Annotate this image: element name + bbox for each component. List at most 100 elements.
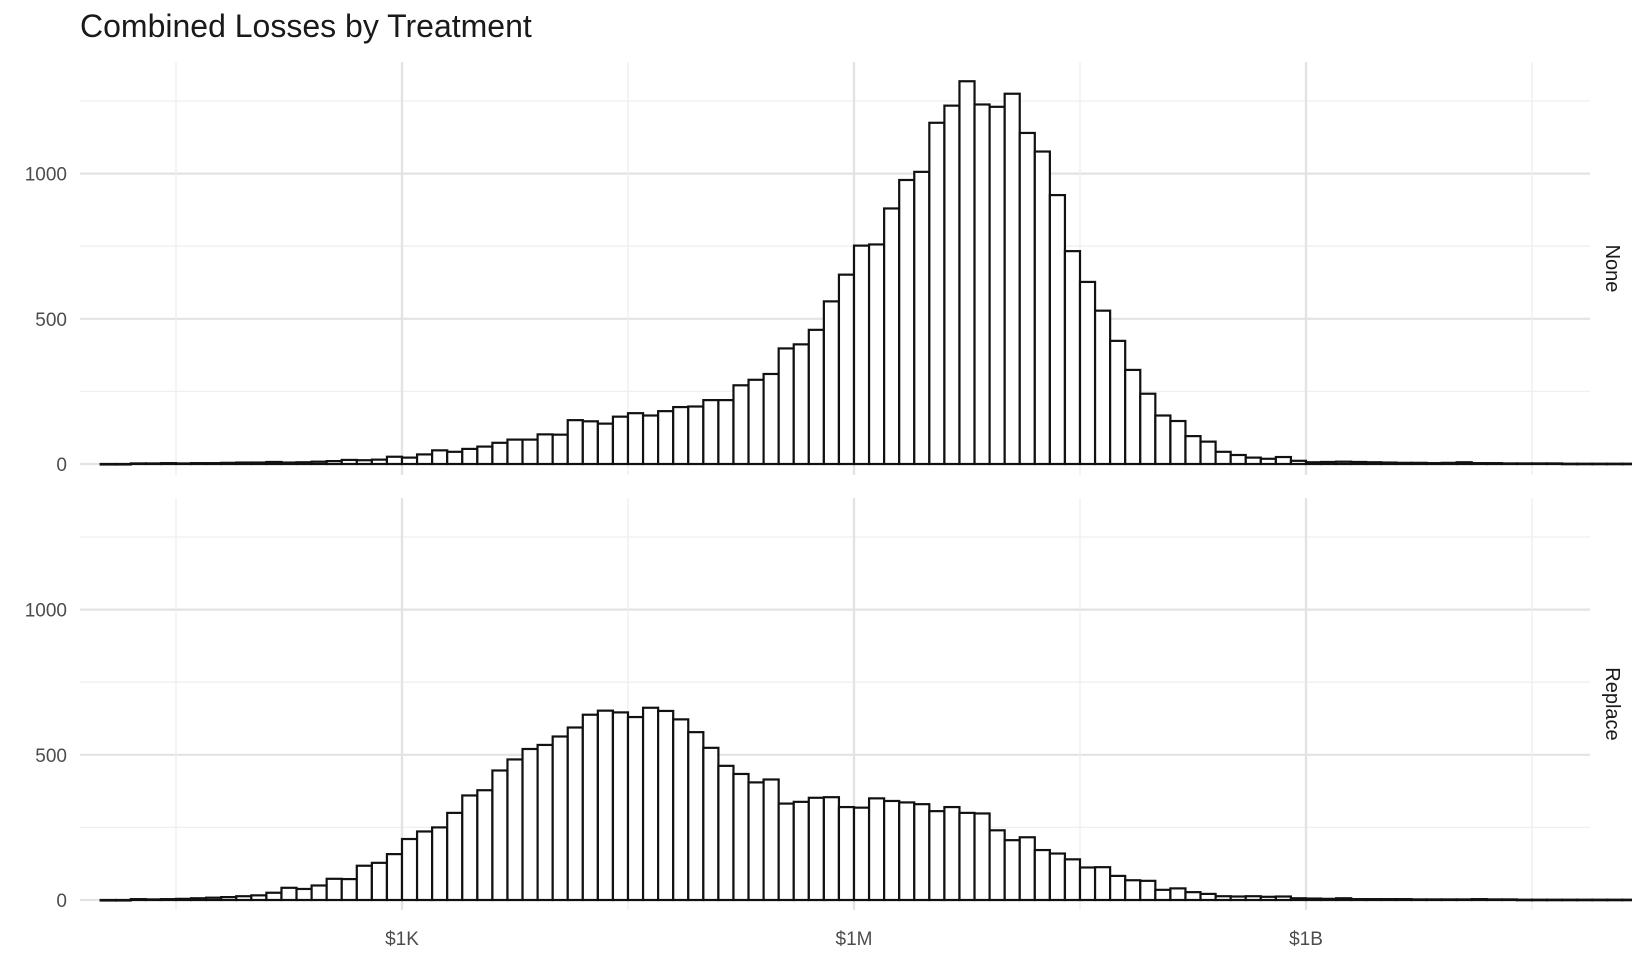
histogram-bar	[988, 829, 1006, 902]
histogram-bar	[1003, 92, 1021, 466]
histogram-bar	[446, 450, 464, 466]
histogram-bar	[777, 347, 795, 466]
histogram-bar	[1380, 898, 1398, 902]
histogram-bar	[1139, 392, 1157, 466]
histogram-bar	[1606, 462, 1624, 466]
histogram-bar	[1395, 461, 1413, 466]
histogram-bar	[1078, 280, 1097, 466]
histogram-bar	[355, 864, 373, 902]
y-tick-label: 500	[35, 746, 67, 767]
histogram-bar	[114, 462, 132, 466]
histogram-bar	[1410, 461, 1428, 466]
histogram-bar	[1259, 895, 1277, 902]
histogram-bar	[1470, 462, 1488, 466]
histogram-bar	[431, 449, 449, 466]
histogram-bar	[400, 456, 419, 466]
histogram-bar	[1274, 455, 1293, 466]
histogram-bar	[852, 244, 871, 466]
histogram-bar	[1545, 462, 1564, 466]
histogram-bar	[867, 797, 886, 902]
histogram-bar	[1229, 453, 1247, 466]
histogram-bar	[672, 718, 690, 902]
histogram-bar	[1229, 895, 1247, 902]
histogram-bar	[1093, 866, 1112, 902]
histogram-bar	[99, 462, 117, 466]
histogram-bar	[1561, 898, 1579, 902]
histogram-bar	[611, 711, 630, 902]
histogram-bar	[581, 420, 599, 466]
histogram-bar	[883, 799, 901, 902]
chart-title: Combined Losses by Treatment	[80, 8, 532, 44]
histogram-bar	[1410, 898, 1428, 902]
histogram-bar	[898, 801, 916, 902]
histogram-bar	[144, 898, 163, 902]
histogram-bar	[1244, 456, 1262, 466]
histogram-bar	[476, 445, 494, 466]
histogram-bar	[310, 884, 328, 902]
histogram-bar	[325, 459, 343, 466]
histogram-bar	[536, 433, 554, 466]
histogram-bar	[1109, 874, 1127, 902]
histogram-bar	[1033, 848, 1051, 902]
histogram-bar	[1515, 462, 1534, 466]
histogram-bar	[1380, 461, 1398, 466]
histogram-bar	[1515, 898, 1534, 902]
histogram-bar	[1033, 150, 1051, 466]
histogram-bar	[732, 384, 750, 466]
histogram-bar	[536, 743, 554, 902]
histogram-bar	[461, 794, 479, 902]
histogram-bar	[1259, 457, 1277, 466]
histogram-bar	[1395, 898, 1413, 902]
histogram-bar	[1319, 897, 1338, 902]
histogram-bar	[807, 796, 825, 902]
histogram-bar	[747, 781, 765, 902]
histogram-bar	[340, 458, 358, 466]
histogram-bar	[1214, 895, 1232, 902]
histogram-bar	[385, 853, 404, 902]
histogram-bar	[491, 769, 509, 902]
histogram-bar	[1169, 887, 1187, 902]
histogram-bar	[129, 898, 147, 902]
histogram-bar	[461, 447, 479, 466]
histogram-bar	[506, 758, 524, 902]
histogram-bar	[1455, 461, 1473, 466]
histogram-bar	[807, 328, 825, 466]
histogram-bar	[265, 891, 283, 902]
facet-strip-label: None	[1601, 245, 1623, 293]
histogram-bar	[144, 462, 163, 466]
histogram-bar	[129, 462, 147, 466]
histogram-bar	[687, 731, 705, 902]
histogram-bar	[913, 170, 931, 466]
histogram-bar	[1350, 460, 1368, 466]
histogram-bar	[928, 810, 946, 902]
histogram-bar	[626, 715, 645, 902]
histogram-bar	[1199, 440, 1217, 466]
histogram-bar	[777, 802, 795, 902]
histogram-bar	[506, 438, 524, 466]
histogram-bar	[641, 414, 660, 466]
histogram-bar	[1621, 462, 1632, 466]
histogram-bar	[1154, 888, 1172, 902]
histogram-bar	[747, 378, 765, 466]
histogram-bar	[1154, 414, 1172, 466]
histogram-bar	[1003, 839, 1021, 902]
histogram-bar	[189, 462, 208, 466]
histogram-bar	[280, 886, 298, 902]
histogram-bar	[174, 462, 193, 466]
histogram-bar	[822, 796, 841, 902]
histogram-bar	[1576, 462, 1594, 466]
histogram-bar	[521, 747, 539, 902]
histogram-bar	[1606, 898, 1624, 902]
histogram-bar	[973, 812, 991, 902]
histogram-bar	[250, 461, 268, 466]
histogram-bar	[1124, 368, 1142, 466]
histogram-bar	[476, 789, 494, 902]
histogram-bar	[581, 713, 599, 902]
histogram-bar	[1018, 836, 1036, 902]
histogram-bar	[1335, 897, 1353, 902]
histogram-bar	[1124, 879, 1142, 902]
histogram-bar	[973, 103, 991, 466]
x-tick-label: $1B	[1289, 929, 1323, 950]
